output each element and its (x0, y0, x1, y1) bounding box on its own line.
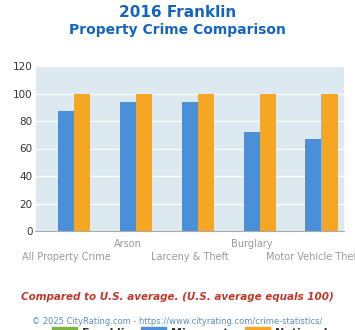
Legend: Franklin, Minnesota, National: Franklin, Minnesota, National (48, 322, 332, 330)
Text: Arson: Arson (114, 239, 142, 249)
Text: Burglary: Burglary (231, 239, 272, 249)
Text: All Property Crime: All Property Crime (22, 252, 111, 262)
Bar (305, 139, 322, 231)
Text: Motor Vehicle Theft: Motor Vehicle Theft (266, 252, 355, 262)
Bar (120, 102, 136, 231)
Bar (260, 93, 276, 231)
Bar (75, 93, 91, 231)
Bar (244, 132, 260, 231)
Text: Compared to U.S. average. (U.S. average equals 100): Compared to U.S. average. (U.S. average … (21, 292, 334, 302)
Text: © 2025 CityRating.com - https://www.cityrating.com/crime-statistics/: © 2025 CityRating.com - https://www.city… (32, 317, 323, 326)
Text: 2016 Franklin: 2016 Franklin (119, 5, 236, 20)
Bar (58, 112, 75, 231)
Bar (136, 93, 152, 231)
Text: Larceny & Theft: Larceny & Theft (151, 252, 229, 262)
Bar (198, 93, 214, 231)
Bar (322, 93, 338, 231)
Bar (182, 102, 198, 231)
Text: Property Crime Comparison: Property Crime Comparison (69, 23, 286, 37)
